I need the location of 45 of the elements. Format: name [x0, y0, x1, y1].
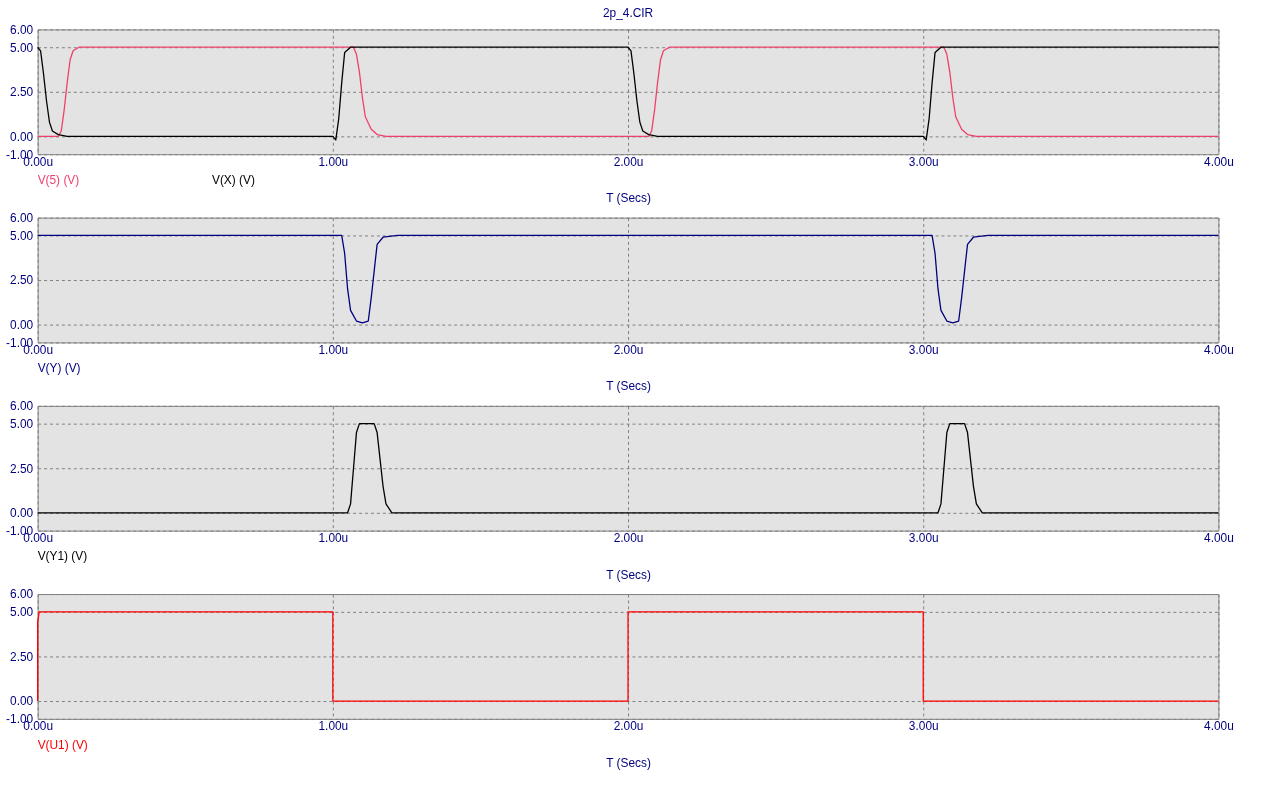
y-tick-label: 5.00	[10, 40, 34, 55]
y-tick-label: 2.50	[10, 273, 34, 288]
y-tick-label: 5.00	[10, 417, 34, 432]
x-tick-label: 2.00u	[613, 719, 644, 734]
x-axis-title: T (Secs)	[606, 379, 651, 394]
y-tick-label: 0.00	[10, 129, 34, 144]
line-series	[36, 611, 1220, 702]
y-tick-label: 6.00	[10, 22, 34, 37]
x-tick-label: 4.00u	[1204, 154, 1234, 169]
chart-title: 2p_4.CIR	[602, 5, 654, 20]
x-axis-title: T (Secs)	[606, 755, 651, 770]
x-tick-label: 3.00u	[908, 342, 939, 357]
x-tick-label: 2.00u	[613, 342, 644, 357]
x-tick-label: 3.00u	[908, 719, 939, 734]
x-tick-label: 4.00u	[1204, 342, 1234, 357]
x-tick-label: 3.00u	[908, 154, 939, 169]
line-series	[36, 423, 1220, 514]
x-tick-label: 4.00u	[1204, 719, 1234, 734]
text: V(Y) (V)	[37, 361, 81, 376]
y-tick-label: 2.50	[10, 85, 34, 100]
x-tick-label: 2.00u	[613, 154, 644, 169]
y-tick-label: 5.00	[10, 228, 34, 243]
text: V(U1) (V)	[37, 737, 88, 752]
x-tick-label: 3.00u	[908, 531, 939, 546]
x-tick-label: 2.00u	[613, 531, 644, 546]
y-tick-label: 0.00	[10, 694, 34, 709]
y-tick-label: 6.00	[10, 211, 34, 226]
y-tick-label: 2.50	[10, 461, 34, 476]
x-axis-title: T (Secs)	[606, 191, 651, 206]
text: V(Y1) (V)	[37, 549, 88, 564]
x-tick-label: 1.00u	[318, 342, 349, 357]
x-axis-title: T (Secs)	[606, 567, 651, 582]
y-tick-label: 6.00	[10, 399, 34, 414]
y-tick-label: 0.00	[10, 318, 34, 333]
x-tick-label: 1.00u	[318, 719, 349, 734]
y-tick-label: 0.00	[10, 506, 34, 521]
x-tick-label: 4.00u	[1204, 531, 1234, 546]
y-tick-label: 6.00	[10, 587, 34, 602]
x-tick-label: 1.00u	[318, 154, 349, 169]
line-series	[36, 234, 1220, 324]
y-tick-label: 2.50	[10, 649, 34, 664]
y-tick-label: 5.00	[10, 605, 34, 620]
text: V(5) (V)	[37, 172, 80, 187]
x-tick-label: 1.00u	[318, 531, 349, 546]
text: V(X) (V)	[211, 172, 255, 187]
